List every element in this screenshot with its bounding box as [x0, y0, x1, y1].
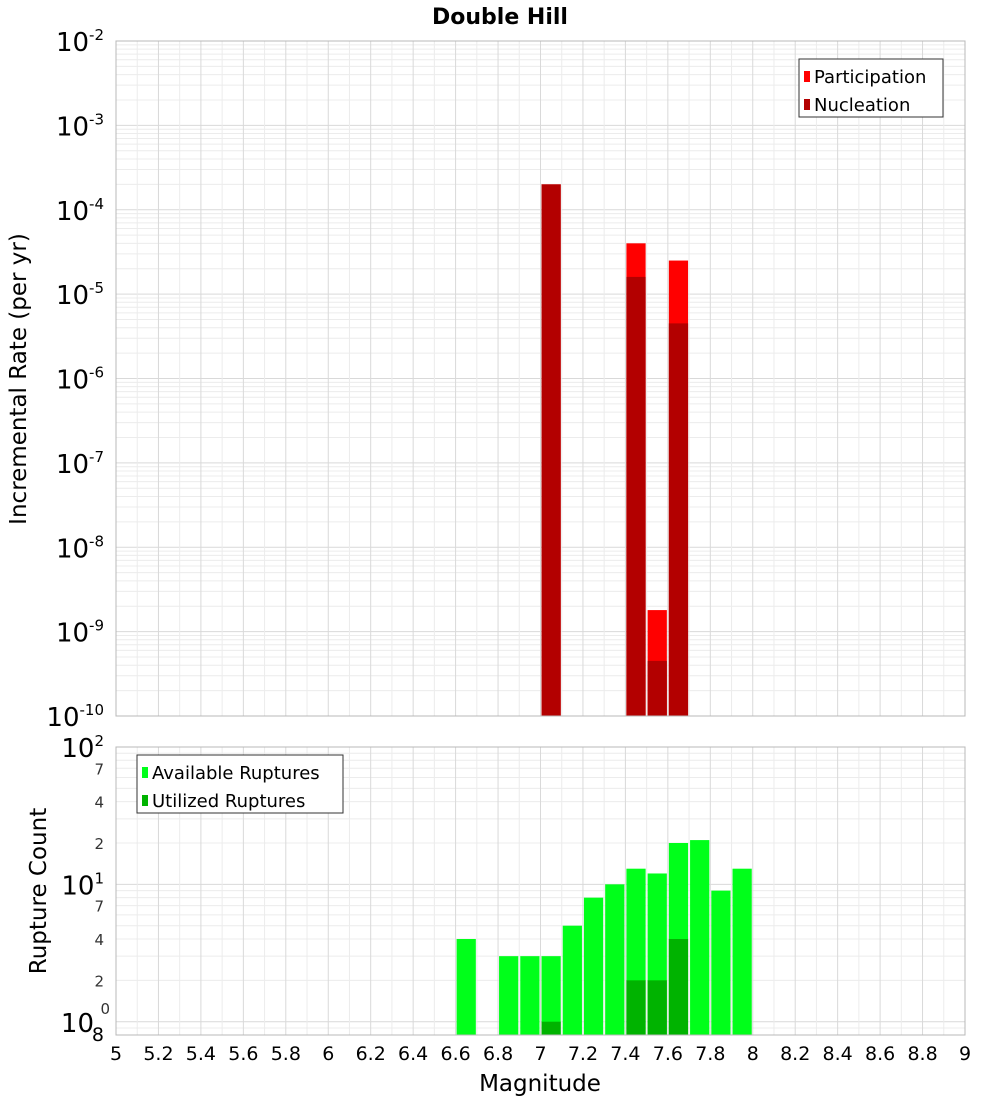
x-tick-label: 8.4 — [823, 1043, 853, 1065]
x-tick-label: 7.2 — [568, 1043, 598, 1065]
x-tick-label: 8.2 — [780, 1043, 810, 1065]
legend-label: Available Ruptures — [152, 763, 320, 784]
rate-y-ticks: 10-10 10-9 10-8 10-7 10-6 10-5 10-4 10-3 10-2 — [46, 26, 104, 733]
utilized-bar — [541, 1021, 561, 1035]
count-y-tick-label: 10 — [61, 1009, 94, 1039]
x-tick-label: 5.4 — [186, 1043, 216, 1065]
x-tick-label: 7.4 — [610, 1043, 640, 1065]
nucleation-bar — [626, 276, 646, 716]
rate-legend: Participation Nucleation — [798, 58, 944, 118]
nucleation-bar — [541, 184, 561, 717]
x-tick-label: 7.8 — [695, 1043, 725, 1065]
rate-y-tick-label: 10-6 — [56, 364, 104, 396]
count-y-tick-label: 4 — [94, 931, 104, 949]
legend-swatch — [804, 71, 810, 82]
count-y-tick-label: 101 — [61, 869, 104, 901]
legend-swatch — [142, 767, 148, 778]
rate-y-tick-label: 10-10 — [46, 701, 104, 733]
chart-title: Double Hill — [432, 5, 568, 30]
x-axis-title: Magnitude — [479, 1071, 601, 1097]
legend-label: Nucleation — [814, 95, 910, 116]
rate-y-tick-label: 10-9 — [56, 617, 104, 649]
count-y-tick-label: 2 — [94, 835, 104, 853]
legend-label: Participation — [814, 67, 926, 88]
legend-label: Utilized Ruptures — [152, 791, 305, 812]
rate-y-tick-label: 10-8 — [56, 532, 104, 564]
x-tick-label: 6.6 — [440, 1043, 470, 1065]
available-bar — [605, 884, 625, 1035]
x-tick-label: 5.2 — [143, 1043, 173, 1065]
x-tick-label: 5 — [110, 1043, 122, 1065]
x-tick-label: 6.2 — [356, 1043, 386, 1065]
legend-box — [798, 58, 944, 118]
count-y-tick-label: 7 — [94, 898, 104, 916]
x-tick-label: 9 — [959, 1043, 971, 1065]
count-y-tick-label: 8 — [92, 1024, 104, 1046]
available-bar — [732, 868, 752, 1035]
x-tick-label: 8.6 — [865, 1043, 895, 1065]
x-tick-label: 6 — [322, 1043, 334, 1065]
available-bar — [520, 956, 540, 1035]
available-bar — [499, 956, 519, 1035]
rate-grid — [115, 40, 966, 717]
x-tick-label: 8 — [747, 1043, 759, 1065]
x-tick-label: 5.8 — [271, 1043, 301, 1065]
x-tick-label: 8.8 — [907, 1043, 937, 1065]
count-y-tick-label: 7 — [94, 760, 104, 778]
utilized-bar — [626, 980, 646, 1035]
available-bar — [456, 939, 476, 1035]
legend-swatch — [142, 795, 148, 806]
x-tick-label: 6.4 — [398, 1043, 428, 1065]
count-y-tick-label: 102 — [61, 732, 104, 764]
rate-y-tick-label: 10-5 — [56, 279, 104, 311]
x-tick-label: 5.6 — [228, 1043, 258, 1065]
available-bar — [711, 890, 731, 1035]
rate-y-axis-title: Incremental Rate (per yr) — [6, 233, 32, 525]
count-y-axis-title: Rupture Count — [26, 808, 52, 974]
available-bar — [562, 925, 582, 1035]
x-tick-label: 6.8 — [483, 1043, 513, 1065]
utilized-bar — [668, 939, 689, 1035]
count-y-tick-label: 4 — [94, 794, 104, 812]
rate-y-tick-label: 10-2 — [56, 26, 104, 58]
count-bars — [456, 840, 752, 1035]
rate-y-tick-label: 10-7 — [56, 448, 104, 480]
x-tick-label: 7.6 — [653, 1043, 683, 1065]
x-axis: 5 5.2 5.4 5.6 5.8 6 6.2 6.4 6.6 6.8 7 7.2 7.4 7.6 7.8 8… — [110, 1043, 971, 1065]
available-bar — [541, 956, 561, 1035]
x-tick-label: 7 — [534, 1043, 546, 1065]
count-y-tick-label: 2 — [94, 972, 104, 990]
available-bar — [583, 897, 604, 1035]
legend-swatch — [804, 99, 810, 110]
nucleation-bar — [668, 323, 689, 716]
rate-panel: 10-10 10-9 10-8 10-7 10-6 10-5 10-4 10-3 10-2 In… — [6, 26, 966, 733]
count-y-tick-label: 0 — [100, 1000, 110, 1018]
utilized-bar — [647, 980, 667, 1035]
available-bar — [690, 840, 710, 1035]
rate-y-tick-label: 10-3 — [56, 110, 104, 142]
rate-y-tick-label: 10-4 — [56, 195, 104, 227]
nucleation-bar — [647, 660, 667, 716]
rate-bars — [541, 184, 689, 717]
count-legend: Available Ruptures Utilized Ruptures — [136, 754, 344, 814]
legend-box — [136, 754, 344, 814]
